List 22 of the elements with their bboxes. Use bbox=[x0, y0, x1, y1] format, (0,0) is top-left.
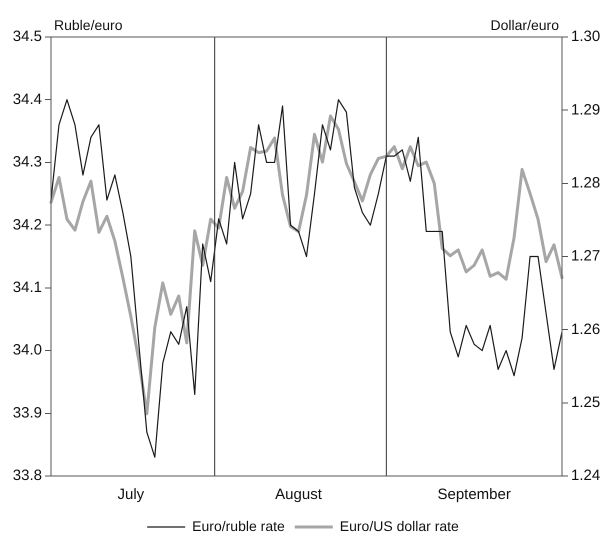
y2-tick-label: 1.30 bbox=[571, 28, 600, 46]
x-tick-label: August bbox=[275, 486, 323, 504]
y-tick-label: 33.9 bbox=[12, 404, 42, 422]
y-tick-label: 34.3 bbox=[12, 154, 42, 171]
y-tick-label: 34.4 bbox=[12, 90, 42, 108]
y-tick-label: 34.5 bbox=[12, 28, 42, 46]
x-tick-label: July bbox=[118, 486, 145, 504]
y2-tick-label: 1.26 bbox=[571, 320, 600, 338]
y-tick-label: 34.2 bbox=[12, 216, 42, 234]
y-axis-title: Ruble/euro bbox=[54, 16, 123, 33]
y2-tick-label: 1.27 bbox=[571, 248, 600, 265]
x-tick-label: September bbox=[437, 486, 511, 504]
y2-tick-label: 1.25 bbox=[571, 394, 600, 411]
y2-tick-label: 1.29 bbox=[571, 101, 600, 118]
y-tick-label: 33.8 bbox=[12, 467, 42, 484]
y2-tick-label: 1.28 bbox=[571, 174, 600, 192]
y-tick-label: 34.0 bbox=[12, 342, 42, 359]
y-tick-label: 34.1 bbox=[12, 279, 42, 296]
y2-axis-title: Dollar/euro bbox=[490, 16, 560, 33]
legend-label: Euro/ruble rate bbox=[192, 518, 285, 534]
y2-tick-label: 1.24 bbox=[571, 467, 600, 484]
legend-label: Euro/US dollar rate bbox=[340, 518, 460, 534]
